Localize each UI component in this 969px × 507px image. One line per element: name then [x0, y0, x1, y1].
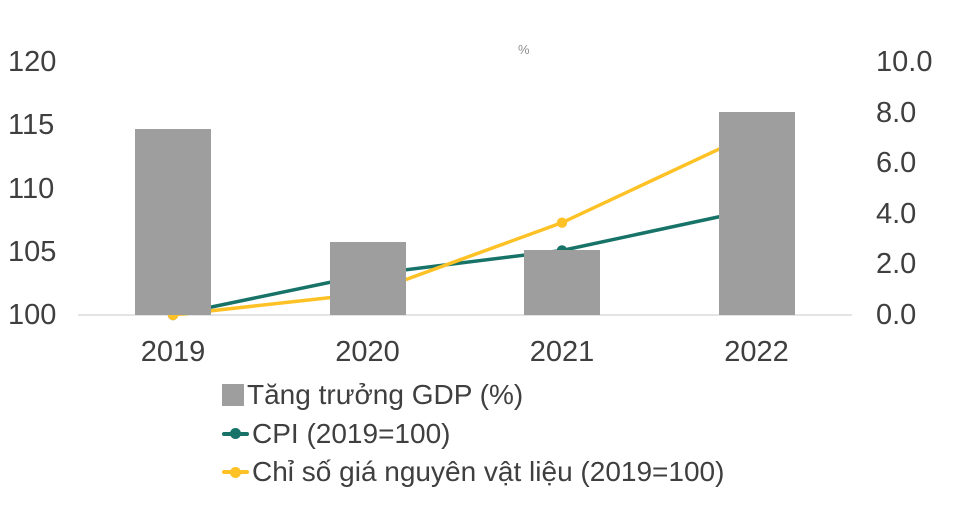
bar-2022 — [718, 112, 795, 315]
left-axis-tick: 120 — [8, 46, 57, 78]
legend-label: Chỉ số giá nguyên vật liệu (2019=100) — [252, 456, 725, 487]
right-axis-tick: 4.0 — [876, 197, 917, 230]
legend-item: Chỉ số giá nguyên vật liệu (2019=100) — [222, 456, 725, 488]
legend-label: Tăng trưởng GDP (%) — [247, 379, 524, 410]
legend-label: CPI (2019=100) — [252, 417, 451, 449]
line-series-1 — [172, 207, 757, 317]
x-axis-label: 2020 — [335, 336, 400, 368]
legend-square-marker — [222, 384, 244, 406]
left-axis-tick: 110 — [8, 172, 55, 205]
data-point — [556, 217, 568, 228]
line-series-2 — [172, 129, 758, 317]
bar-2021 — [524, 250, 600, 315]
right-axis-tick: 8.0 — [876, 96, 917, 129]
right-axis-tick: 2.0 — [876, 248, 917, 281]
x-axis-label: 2022 — [724, 336, 789, 368]
legend-line-marker — [222, 428, 249, 439]
x-axis-label: 2021 — [529, 336, 595, 368]
legend-dot — [230, 466, 241, 478]
bar-2019 — [135, 128, 211, 315]
legend-line-marker — [222, 466, 249, 478]
legend-item: CPI (2019=100) — [222, 418, 450, 449]
left-axis-tick: 100 — [8, 299, 57, 331]
right-axis-tick: 0.0 — [876, 299, 917, 331]
legend-item: Tăng trưởng GDP (%) — [222, 379, 524, 411]
left-axis-tick: 115 — [8, 109, 55, 142]
left-axis-tick: 105 — [8, 235, 57, 268]
x-axis-label: 2019 — [140, 336, 206, 368]
legend-dot — [230, 428, 241, 439]
right-axis-tick: 6.0 — [876, 147, 917, 180]
right-axis-tick: 10.0 — [876, 46, 933, 78]
percent-glyph: % — [518, 42, 530, 57]
bar-2020 — [329, 242, 406, 315]
